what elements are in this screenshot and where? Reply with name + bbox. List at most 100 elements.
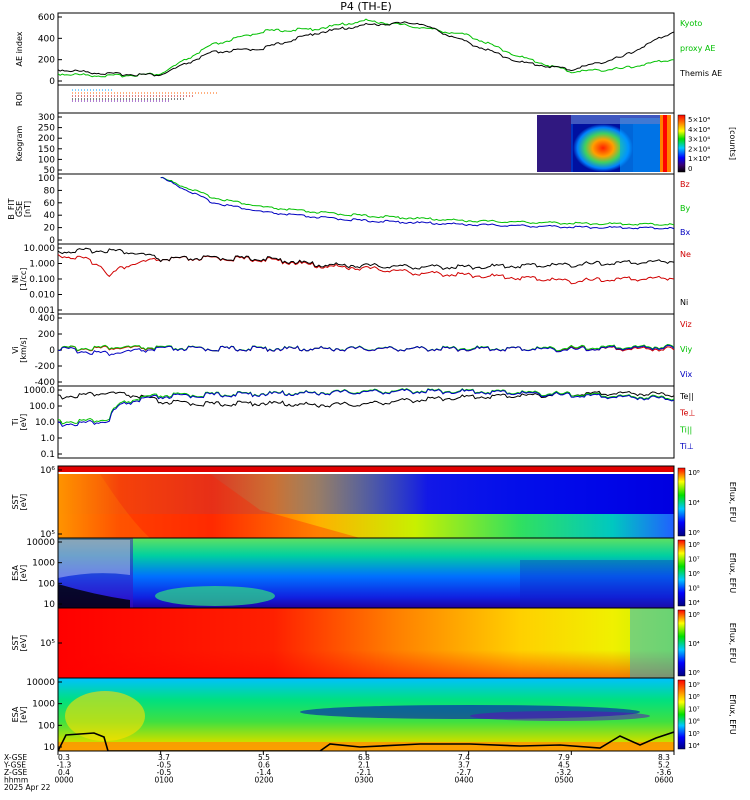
footer-value: -1.3	[57, 761, 72, 770]
y-tick-label: -200	[35, 362, 56, 372]
y-axis-label: ROI	[15, 92, 24, 106]
y-tick-label: 10000	[26, 538, 55, 548]
y-tick-label: 100	[38, 721, 55, 731]
y-tick-label: 1000.0	[24, 386, 56, 396]
y-tick-label: 0	[49, 77, 55, 87]
colorbar-label: 10⁸	[688, 693, 700, 701]
y-tick-label: 100.0	[29, 402, 55, 412]
y-axis-label: B_FIT	[7, 198, 16, 219]
colorbar-label: 0	[688, 165, 692, 173]
chart-ae	[58, 18, 674, 78]
y-axis-label: SST	[11, 494, 20, 509]
y-tick-label: 200	[38, 134, 55, 144]
line-series	[58, 18, 674, 428]
y-tick-label: 1000	[32, 700, 55, 710]
legend-entry: Ne	[680, 250, 691, 259]
y-axis-label: [eV]	[19, 494, 28, 511]
series-line	[160, 177, 674, 230]
colorbar-label: 10⁴	[688, 599, 700, 607]
y-tick-label: 300	[38, 113, 55, 123]
chart-ti	[58, 388, 674, 428]
y-axis-label: [eV]	[19, 635, 28, 652]
colorbar-label: 5×10⁴	[688, 116, 710, 124]
y-axis-label: Keogram	[15, 125, 24, 161]
footer-value: -3.6	[657, 768, 672, 777]
y-tick-label: 0.1	[41, 450, 55, 460]
y-tick-label: 1000	[32, 559, 55, 569]
colorbar-title: Eflux, EFU	[728, 623, 737, 664]
colorbar-label: 10⁶	[688, 669, 700, 677]
series-line	[58, 388, 674, 425]
legend-entry: Themis AE	[679, 69, 722, 78]
colorbar-title: Eflux, EFU	[728, 553, 737, 594]
y-tick-label: 250	[38, 124, 55, 134]
legend-entry: proxy AE	[680, 44, 715, 53]
legend-entry: Ti||	[679, 425, 692, 434]
panel-frame	[57, 173, 675, 245]
legend-entry: Te⊥	[679, 409, 695, 418]
footer-row-label: 2025 Apr 22	[4, 783, 51, 792]
footer-value: 0100	[154, 776, 173, 785]
y-axis-label: ESA	[11, 565, 20, 581]
y-tick-label: 600	[38, 13, 55, 23]
colorbar-title: [counts]	[728, 127, 737, 160]
colorbar-label: 10⁴	[688, 499, 700, 507]
footer-value: -1.4	[257, 768, 272, 777]
footer-value: 8.3	[658, 753, 670, 762]
y-tick-label: 40	[44, 211, 56, 221]
y-tick-label: 200	[38, 56, 55, 66]
series-line	[58, 254, 674, 285]
footer-value: 3.7	[458, 761, 470, 770]
y-tick-label: 10000	[26, 678, 55, 688]
colorbar-label: 10⁸	[688, 611, 700, 619]
colorbar-label: 3×10⁴	[688, 136, 710, 144]
footer-value: 0.6	[258, 761, 270, 770]
series-line	[58, 247, 674, 270]
y-tick-label: 50	[44, 166, 56, 176]
y-axis-label: [eV]	[19, 414, 28, 431]
legend-entry: Viy	[680, 345, 693, 354]
series-line	[58, 21, 674, 77]
y-tick-label: 0.001	[29, 306, 55, 316]
figure-title: P4 (TH-E)	[340, 0, 392, 13]
panel-bfit: 100 80 60 40 20 0 B_FIT GSE [nT] Bz By Bx	[7, 173, 690, 246]
colorbar-label: 10⁷	[688, 556, 700, 564]
footer-value: 3.7	[158, 753, 170, 762]
footer-value: 5.2	[658, 761, 670, 770]
footer-value: 0600	[654, 776, 673, 785]
y-tick-label: 0.010	[29, 291, 55, 301]
colorbar-label: 10⁴	[688, 640, 700, 648]
series-line	[58, 388, 674, 428]
series-line	[160, 176, 674, 226]
y-tick-label: 10⁵	[40, 530, 55, 540]
colorbar-label: 10⁸	[688, 469, 700, 477]
colorbar-label: 10⁸	[688, 541, 700, 549]
colorbar-label: 10⁹	[688, 681, 700, 689]
footer-value: 0.4	[58, 768, 70, 777]
y-tick-label: 400	[38, 34, 55, 44]
chart-ni	[58, 247, 674, 285]
y-axis-label: Vi	[11, 346, 20, 354]
footer-value: 7.4	[458, 753, 470, 762]
legend-entry: Bz	[680, 180, 690, 189]
legend-entry: By	[680, 204, 690, 213]
y-tick-label: 0	[49, 236, 55, 246]
colorbar-label: 10⁵	[688, 585, 700, 593]
y-axis-label: AE index	[15, 31, 24, 66]
y-axis-label: [km/s]	[19, 337, 28, 363]
footer-value: 0500	[554, 776, 573, 785]
spectrograms	[58, 466, 674, 751]
legend-entry: Viz	[680, 320, 692, 329]
footer-row-label: Y-GSE	[3, 761, 26, 770]
footer-value: 4.5	[558, 761, 570, 770]
y-tick-label: 10.0	[35, 418, 55, 428]
y-tick-label: 10	[44, 600, 56, 610]
colorbar-sst_i: 10⁸ 10⁴ 10⁶ Eflux, EFU	[677, 467, 737, 537]
colorbar-label: 10⁵	[688, 730, 700, 738]
y-tick-label: -400	[35, 378, 56, 388]
legend-entry: Te||	[679, 392, 694, 401]
